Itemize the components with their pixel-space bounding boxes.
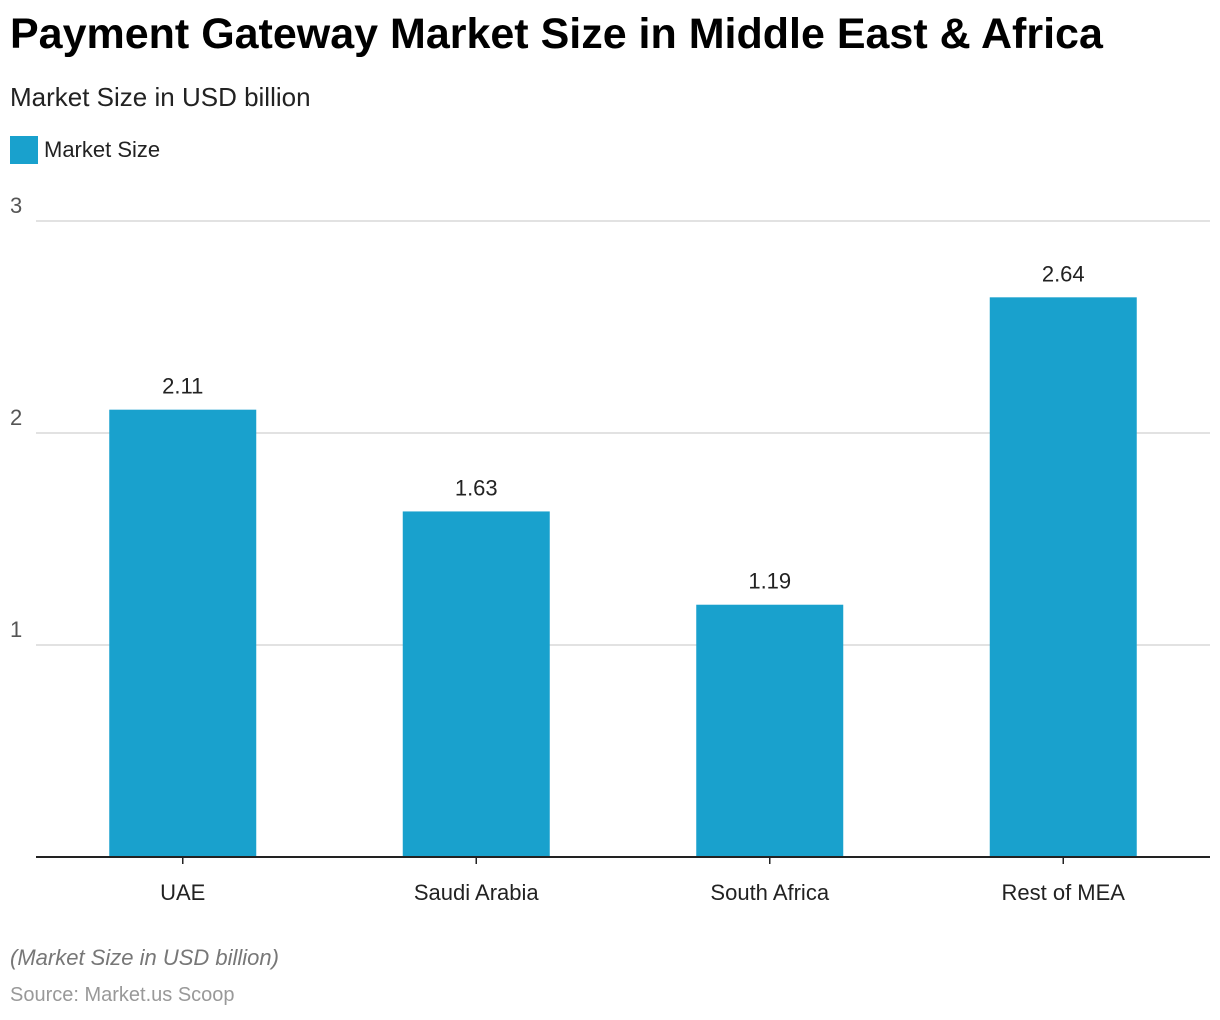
data-label: 1.63 (455, 475, 498, 500)
y-tick-label: 2 (10, 405, 22, 430)
data-label: 2.11 (162, 374, 203, 399)
legend-label: Market Size (44, 137, 161, 162)
bar-chart: 1 2 3 2.11 UAE 1.63 Saudi Arabia 1.19 South Afri… (10, 193, 1210, 905)
chart-title: Payment Gateway Market Size in Middle Ea… (10, 10, 1103, 58)
bar (989, 297, 1137, 857)
data-label: 1.19 (748, 569, 791, 594)
x-tick-label: South Africa (710, 880, 829, 905)
bar (402, 511, 550, 857)
y-tick-label: 3 (10, 193, 22, 218)
x-tick-label: UAE (160, 880, 205, 905)
y-tick-label: 1 (10, 617, 22, 642)
bar (109, 409, 257, 857)
x-tick-label: Rest of MEA (1002, 880, 1126, 905)
bar (696, 604, 844, 857)
legend: Market Size (10, 136, 160, 164)
footnote: (Market Size in USD billion) (10, 945, 279, 970)
legend-swatch (10, 136, 38, 164)
data-label: 2.64 (1042, 261, 1085, 286)
chart-subtitle: Market Size in USD billion (10, 82, 311, 112)
source-note: Source: Market.us Scoop (10, 984, 235, 1006)
x-tick-label: Saudi Arabia (414, 880, 540, 905)
